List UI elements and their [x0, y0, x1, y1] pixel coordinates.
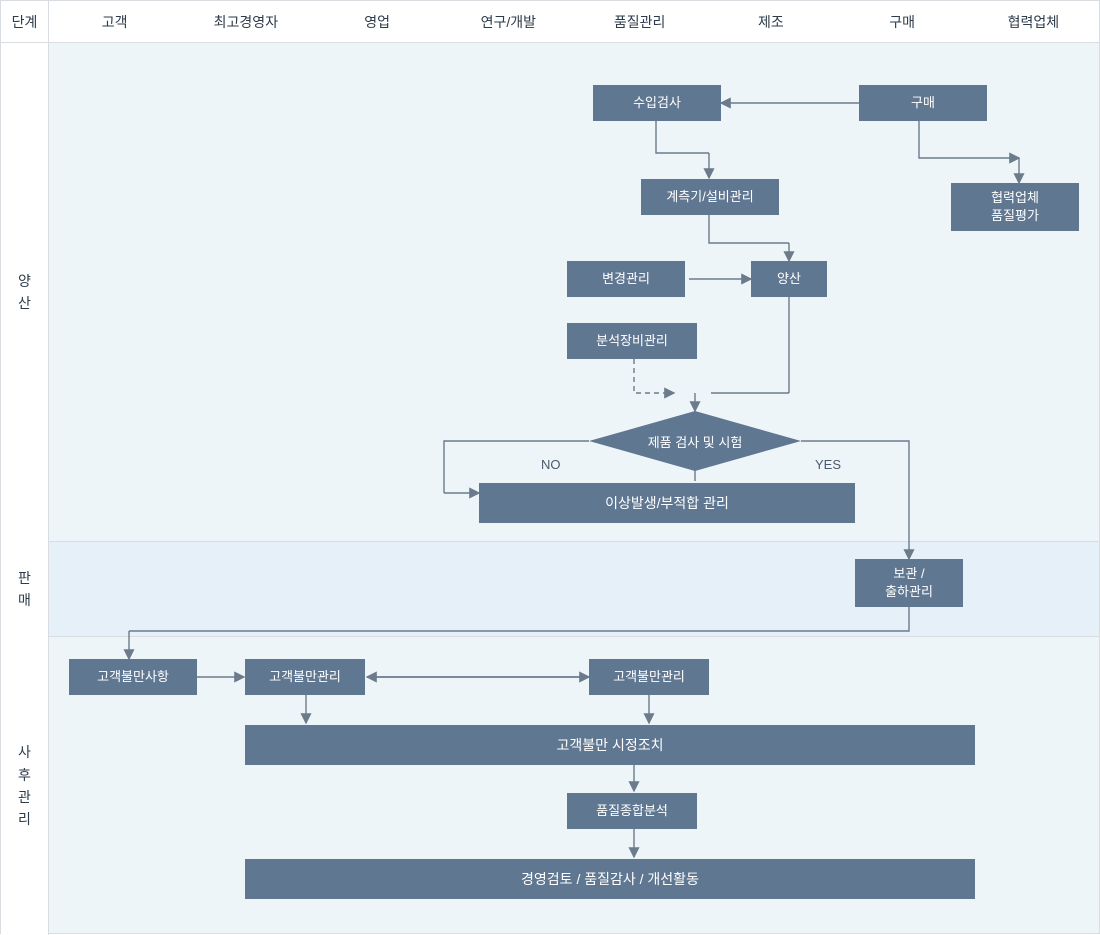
- stage-label-post: 사후관리: [1, 637, 49, 935]
- decision-no-label: NO: [541, 457, 561, 472]
- node-incoming-inspection: 수입검사: [593, 85, 721, 121]
- node-nonconformance: 이상발생/부적합 관리: [479, 483, 855, 523]
- node-decision: 제품 검사 및 시험: [589, 411, 801, 471]
- header-stage: 단계: [1, 1, 49, 42]
- header-row: 단계 고객 최고경영자 영업 연구/개발 품질관리 제조 구매 협력업체: [1, 1, 1099, 43]
- header-role-mfg: 제조: [705, 1, 836, 42]
- header-role-purchase: 구매: [837, 1, 968, 42]
- node-storage: 보관 / 출하관리: [855, 559, 963, 607]
- header-role-qc: 품질관리: [574, 1, 705, 42]
- node-purchase: 구매: [859, 85, 987, 121]
- node-complaint-mgmt1: 고객불만관리: [245, 659, 365, 695]
- header-role-rnd: 연구/개발: [443, 1, 574, 42]
- header-role-supplier: 협력업체: [968, 1, 1099, 42]
- decision-yes-label: YES: [815, 457, 841, 472]
- node-corrective: 고객불만 시정조치: [245, 725, 975, 765]
- node-quality-analysis: 품질종합분석: [567, 793, 697, 829]
- header-role-ceo: 최고경영자: [180, 1, 311, 42]
- node-change-mgmt: 변경관리: [567, 261, 685, 297]
- header-role-sales: 영업: [312, 1, 443, 42]
- node-mass-prod: 양산: [751, 261, 827, 297]
- header-role-customer: 고객: [49, 1, 180, 42]
- node-supplier-eval: 협력업체 품질평가: [951, 183, 1079, 231]
- stage-label-sales: 판매: [1, 541, 49, 637]
- decision-label: 제품 검사 및 시험: [589, 411, 801, 471]
- flowchart-container: 단계 고객 최고경영자 영업 연구/개발 품질관리 제조 구매 협력업체 양산 …: [0, 0, 1100, 934]
- node-complaint-mgmt2: 고객불만관리: [589, 659, 709, 695]
- node-analysis-equip: 분석장비관리: [567, 323, 697, 359]
- node-instrument-mgmt: 계측기/설비관리: [641, 179, 779, 215]
- node-complaint-item: 고객불만사항: [69, 659, 197, 695]
- node-review: 경영검토 / 품질감사 / 개선활동: [245, 859, 975, 899]
- stage-label-production: 양산: [1, 43, 49, 541]
